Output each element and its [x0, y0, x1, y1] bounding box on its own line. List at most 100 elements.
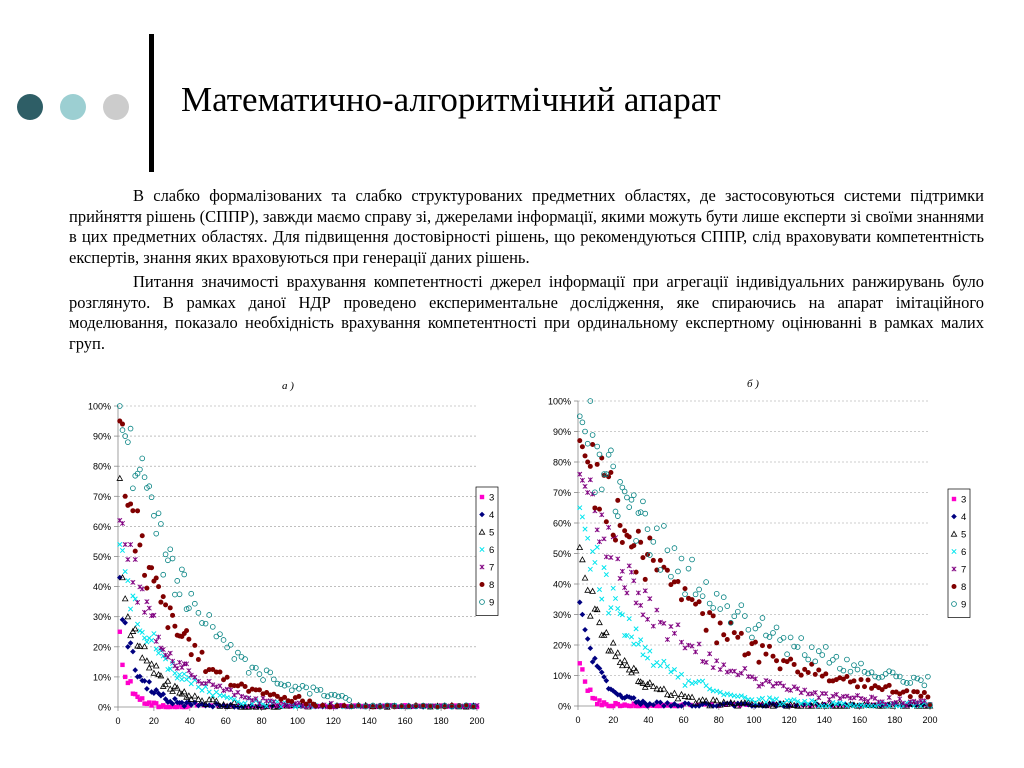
- y-tick-label: 100%: [88, 402, 111, 412]
- point: [766, 634, 773, 640]
- point: [140, 696, 145, 701]
- point: [132, 548, 138, 554]
- point: [594, 527, 600, 533]
- legend-marker: [479, 599, 485, 605]
- point: [605, 451, 612, 458]
- x-tick-label: 100: [290, 716, 305, 726]
- point: [627, 703, 632, 709]
- point: [599, 702, 604, 708]
- series-8: [117, 418, 476, 710]
- point: [271, 699, 277, 705]
- point: [889, 669, 896, 676]
- point: [142, 572, 148, 578]
- point: [809, 697, 815, 704]
- point: [131, 625, 139, 632]
- point: [607, 647, 615, 654]
- y-tick-label: 70%: [553, 488, 571, 498]
- point: [914, 699, 920, 705]
- point: [735, 672, 741, 678]
- point: [837, 695, 843, 701]
- point: [271, 691, 277, 697]
- point: [615, 497, 621, 503]
- point: [231, 692, 237, 698]
- point: [165, 699, 171, 705]
- point: [615, 605, 621, 612]
- point: [441, 702, 448, 709]
- legend-marker: [951, 496, 957, 502]
- point: [144, 701, 150, 707]
- point: [186, 605, 192, 611]
- point: [169, 700, 176, 707]
- point: [886, 703, 892, 709]
- point: [470, 703, 477, 710]
- point: [212, 697, 220, 704]
- point: [654, 607, 660, 613]
- point: [689, 597, 695, 603]
- point: [195, 695, 202, 702]
- point: [596, 451, 603, 458]
- point: [610, 585, 616, 591]
- point: [127, 632, 134, 639]
- point: [117, 629, 122, 634]
- point: [316, 703, 322, 709]
- y-tick-label: 100%: [548, 397, 571, 407]
- point: [671, 667, 678, 673]
- point: [596, 665, 603, 672]
- point: [174, 578, 181, 584]
- point: [210, 682, 216, 688]
- point: [724, 636, 730, 642]
- point: [136, 642, 144, 649]
- point: [384, 703, 390, 709]
- point: [728, 620, 734, 626]
- point: [149, 637, 155, 643]
- point: [159, 682, 167, 689]
- point: [587, 566, 593, 572]
- point: [862, 684, 868, 690]
- point: [227, 642, 234, 648]
- point: [801, 700, 809, 707]
- point: [181, 703, 188, 709]
- point: [777, 680, 783, 686]
- point: [678, 555, 685, 562]
- point: [217, 683, 223, 689]
- point: [644, 526, 651, 533]
- point: [657, 557, 663, 563]
- point: [590, 695, 595, 701]
- point: [668, 573, 674, 580]
- point: [840, 667, 847, 674]
- point: [160, 571, 167, 578]
- point: [391, 702, 398, 709]
- point: [603, 572, 609, 578]
- point: [130, 648, 136, 655]
- legend-label: 7: [961, 565, 966, 576]
- point: [707, 651, 713, 657]
- point: [724, 691, 730, 697]
- point: [582, 679, 588, 684]
- point: [624, 703, 630, 708]
- point: [624, 632, 630, 639]
- point: [645, 616, 651, 622]
- point: [738, 630, 744, 636]
- point: [756, 622, 762, 628]
- point: [766, 679, 773, 685]
- point: [642, 510, 649, 517]
- point: [141, 474, 148, 480]
- point: [130, 579, 136, 585]
- point: [917, 702, 925, 709]
- point: [135, 508, 141, 514]
- point: [221, 677, 227, 683]
- point: [179, 676, 185, 682]
- point: [882, 671, 889, 677]
- point: [184, 704, 189, 710]
- point: [777, 637, 783, 643]
- point: [914, 689, 920, 695]
- point: [851, 662, 857, 668]
- point: [918, 677, 924, 683]
- point: [139, 455, 146, 462]
- point: [134, 470, 141, 477]
- point: [633, 538, 639, 544]
- series-4: [576, 599, 933, 709]
- point: [661, 523, 667, 529]
- x-tick-label: 120: [782, 715, 797, 725]
- x-tick-label: 0: [575, 715, 580, 725]
